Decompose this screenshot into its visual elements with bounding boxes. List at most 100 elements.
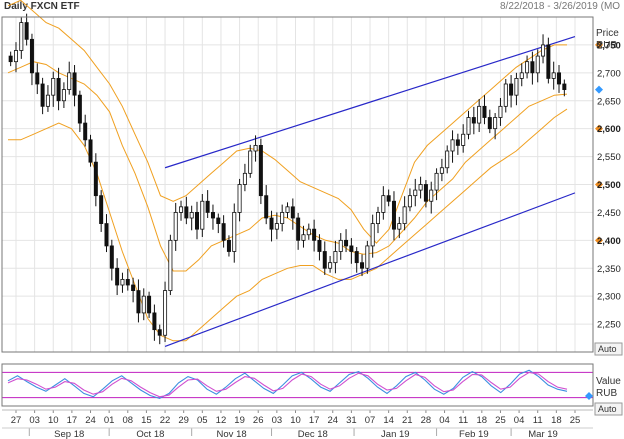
day-tick-label: 07	[365, 415, 376, 426]
price-auto-button[interactable]: Auto	[594, 342, 623, 356]
candle-body	[93, 161, 98, 197]
candle-body	[487, 117, 492, 130]
stoch-value-marker-icon	[585, 392, 593, 400]
candle-body	[525, 61, 530, 74]
candle-body	[88, 139, 93, 163]
candle-body	[72, 72, 77, 96]
candle-body	[19, 22, 24, 51]
candle	[221, 215, 226, 248]
candle	[317, 234, 322, 261]
candle	[242, 163, 247, 192]
candle	[67, 61, 72, 95]
candle-body	[418, 184, 423, 191]
candle	[56, 67, 61, 111]
candle	[461, 124, 466, 153]
month-label: Jan 19	[381, 429, 410, 439]
candle	[413, 178, 418, 207]
month-label: Mar 19	[528, 429, 558, 439]
candle-body	[317, 239, 322, 252]
price-tick-label: 2,300	[597, 292, 621, 303]
candle	[115, 258, 120, 296]
candle	[423, 180, 428, 208]
day-tick-label: 03	[272, 415, 283, 426]
candle-body	[434, 172, 439, 191]
day-tick-label: 12	[216, 415, 227, 426]
candle-body	[13, 50, 18, 63]
day-tick-label: 19	[234, 415, 245, 426]
candle	[141, 288, 146, 321]
candle	[530, 51, 535, 85]
candle-body	[226, 239, 231, 252]
candlesticks	[8, 13, 567, 345]
candle	[77, 90, 82, 133]
candle-body	[83, 122, 88, 141]
candle	[487, 109, 492, 134]
candle	[152, 304, 157, 341]
candle	[104, 214, 109, 253]
candle	[136, 279, 141, 323]
candle	[381, 186, 386, 220]
day-tick-label: 25	[495, 415, 506, 426]
candle	[498, 97, 503, 126]
candle	[264, 185, 269, 225]
candle-body	[216, 217, 221, 224]
candle	[24, 13, 29, 46]
candle-body	[455, 139, 460, 146]
candle-body	[322, 251, 327, 269]
candle	[83, 114, 88, 147]
price-tick-label: 2,550	[597, 152, 621, 163]
day-tick-label: 31	[346, 415, 357, 426]
stoch-auto-button[interactable]: Auto	[594, 402, 623, 416]
candle	[13, 42, 18, 73]
candle	[147, 291, 152, 318]
candle-body	[381, 195, 386, 213]
day-tick-label: 24	[327, 415, 338, 426]
price-tick-marker-icon	[595, 124, 603, 133]
day-tick-label: 26	[253, 415, 264, 426]
candle-body	[471, 117, 476, 124]
candle	[386, 189, 391, 207]
candle	[407, 188, 412, 212]
candle-body	[168, 239, 173, 291]
day-tick-label: 25	[570, 415, 581, 426]
candle	[306, 223, 311, 240]
candle	[349, 238, 354, 264]
day-tick-label: 18	[477, 415, 488, 426]
chart-title: Daily FXCN ETF	[4, 1, 80, 12]
candle-body	[109, 245, 114, 269]
candle	[168, 234, 173, 296]
last-price-marker-icon	[595, 85, 603, 94]
candle-body	[306, 228, 311, 236]
candle-body	[296, 217, 301, 241]
price-tick-label: 2,600	[597, 124, 621, 135]
price-axis-unit: RUB	[596, 40, 617, 51]
candle	[333, 240, 338, 274]
bollinger-lower-line	[8, 108, 568, 342]
candle-body	[205, 200, 210, 213]
day-tick-label: 10	[48, 415, 59, 426]
day-tick-label: 10	[290, 415, 301, 426]
candle	[232, 203, 237, 263]
candle	[450, 130, 455, 163]
price-tick-label: 2,750	[597, 40, 621, 51]
bollinger-bands	[7, 0, 568, 342]
day-tick-label: 14	[383, 415, 394, 426]
candle-body	[546, 44, 551, 79]
candle-body	[29, 38, 34, 74]
candle	[391, 191, 396, 241]
day-tick-label: 05	[197, 415, 208, 426]
candle	[338, 233, 343, 260]
candle-body	[61, 89, 66, 102]
candle-body	[157, 329, 162, 336]
candle	[328, 255, 333, 273]
stochastic-panel	[2, 369, 593, 399]
candle-body	[365, 245, 370, 269]
candle-body	[210, 212, 215, 219]
day-tick-label: 04	[439, 415, 450, 426]
grid	[2, 17, 593, 352]
date-range: 8/22/2018 - 3/26/2019 (MO	[500, 1, 621, 12]
candle-body	[253, 145, 258, 152]
candle-body	[429, 189, 434, 202]
candle-body	[482, 105, 487, 118]
